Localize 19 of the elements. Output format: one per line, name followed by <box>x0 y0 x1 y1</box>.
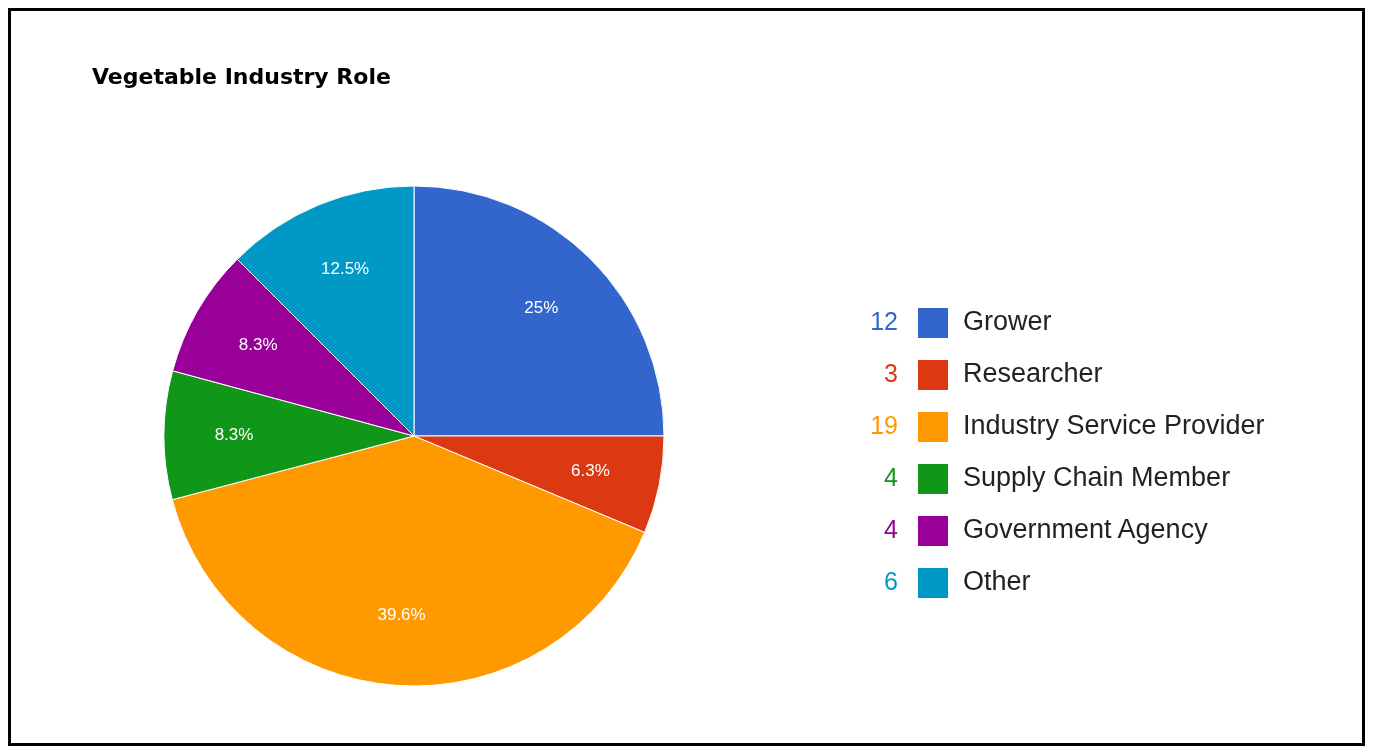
legend-label: Researcher <box>963 358 1103 389</box>
text: 3 <box>884 358 898 387</box>
text: 6 <box>884 566 898 595</box>
text: 4 <box>884 514 899 543</box>
data-label: 6.3% <box>571 460 610 480</box>
legend-label: Supply Chain Member <box>963 462 1231 493</box>
text: 19 <box>870 410 898 439</box>
data-label: 8.3% <box>214 424 254 444</box>
legend-label: Industry Service Provider <box>963 410 1265 441</box>
chart-title: Vegetable Industry Role <box>92 64 391 89</box>
data-label: 25% <box>524 298 559 318</box>
data-label: 8.3% <box>238 335 278 355</box>
text: 12 <box>870 306 898 335</box>
legend-label: Grower <box>963 306 1052 337</box>
text: 4 <box>884 462 899 491</box>
legend-label: Government Agency <box>963 514 1209 545</box>
data-label: 39.6% <box>377 605 426 625</box>
legend-label: Other <box>963 566 1031 597</box>
data-label: 12.5% <box>321 259 370 279</box>
